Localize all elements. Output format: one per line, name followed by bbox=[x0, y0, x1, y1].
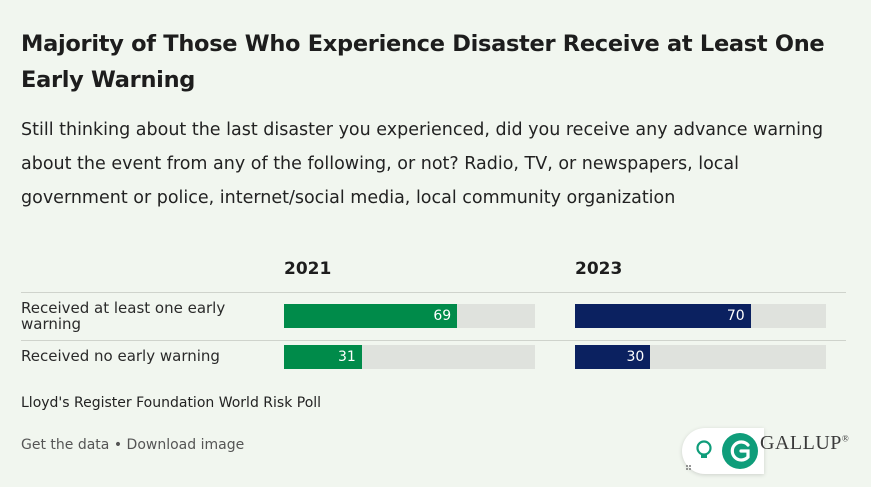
widget-graphic bbox=[686, 433, 758, 471]
grammarly-icon[interactable] bbox=[722, 433, 758, 469]
grammarly-widget[interactable] bbox=[682, 428, 764, 474]
category-label-none: Received no early warning bbox=[21, 347, 220, 365]
bar-track: 70 bbox=[575, 304, 826, 328]
series-header-2023: 2023 bbox=[575, 259, 623, 279]
bar-value-label: 30 bbox=[626, 349, 645, 365]
bar-2023-none: 30 bbox=[575, 345, 651, 369]
chart-title: Majority of Those Who Experience Disaste… bbox=[21, 31, 825, 93]
bar-track: 30 bbox=[575, 345, 826, 369]
footer-links: Get the data • Download image bbox=[21, 437, 244, 453]
bar-value-label: 69 bbox=[433, 308, 452, 324]
lightbulb-icon[interactable] bbox=[686, 440, 712, 471]
series-header-2021: 2021 bbox=[284, 259, 332, 279]
chart-subtitle: Still thinking about the last disaster y… bbox=[21, 120, 824, 208]
category-label-received: Received at least one early warning bbox=[21, 299, 226, 333]
bar-value-label: 70 bbox=[726, 308, 745, 324]
bar-2021-none: 31 bbox=[284, 345, 362, 369]
source-note: Lloyd's Register Foundation World Risk P… bbox=[21, 395, 322, 411]
divider-middle bbox=[21, 340, 846, 341]
bar-2021-received: 69 bbox=[284, 304, 458, 328]
gallup-logo: GALLUP® bbox=[760, 432, 850, 454]
divider-top bbox=[21, 292, 846, 293]
get-data-link[interactable]: Get the data bbox=[21, 437, 110, 453]
bar-track: 31 bbox=[284, 345, 535, 369]
bar-track: 69 bbox=[284, 304, 535, 328]
bar-2023-received: 70 bbox=[575, 304, 751, 328]
bar-value-label: 31 bbox=[337, 349, 356, 365]
link-separator: • bbox=[109, 437, 127, 453]
download-image-link[interactable]: Download image bbox=[126, 437, 245, 453]
